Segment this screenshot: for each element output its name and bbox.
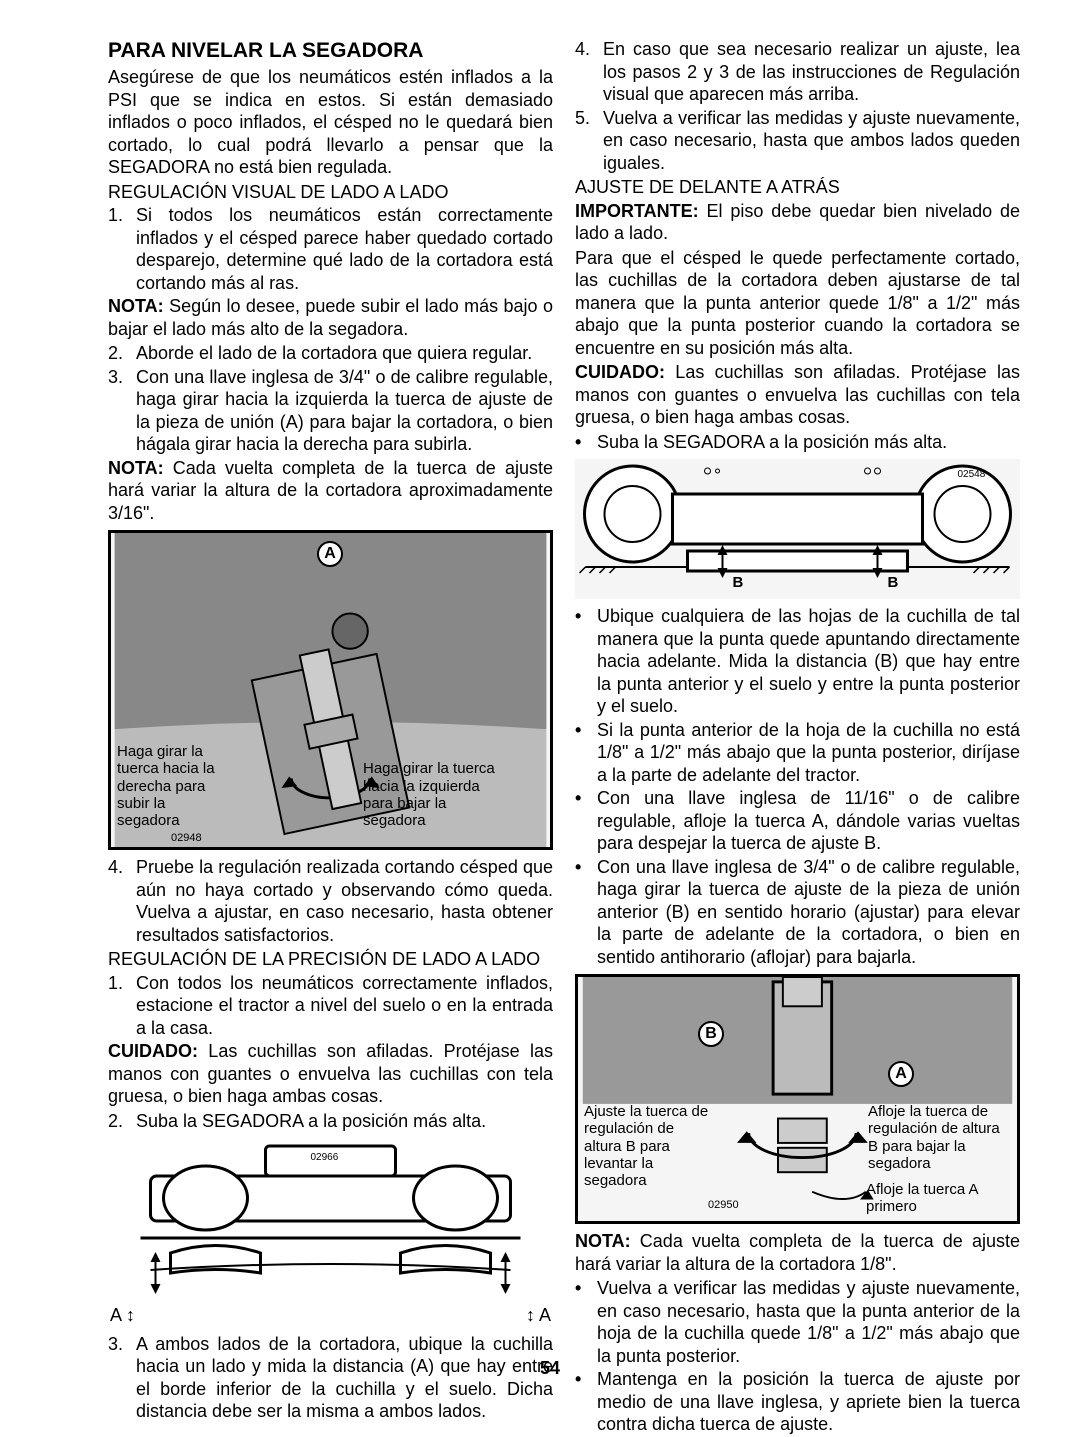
list-item: 3.A ambos lados de la cortadora, ubique … <box>108 1333 553 1423</box>
cuidado-right: CUIDADO: Las cuchillas son afiladas. Pro… <box>575 361 1020 429</box>
list-visual-4: 4.Pruebe la regulación realizada cortand… <box>108 856 553 946</box>
bullet-item: Con una llave inglesa de 3/4" o de calib… <box>575 856 1020 969</box>
figD-bottom-caption: Afloje la tuerca A primero <box>866 1181 1011 1216</box>
svg-text:02548: 02548 <box>958 469 986 480</box>
subheading-precision: REGULACIÓN DE LA PRECISIÓN DE LADO A LAD… <box>108 948 553 971</box>
svg-text:B: B <box>888 574 899 591</box>
list-visual-cont: 2.Aborde el lado de la cortadora que qui… <box>108 342 553 456</box>
list-item: 4.En caso que sea necesario realizar un … <box>575 38 1020 106</box>
list-item: 5.Vuelva a verificar las medidas y ajust… <box>575 107 1020 175</box>
bullet-item: Suba la SEGADORA a la posición más alta. <box>575 431 1020 454</box>
list-precision-3: 3.A ambos lados de la cortadora, ubique … <box>108 1333 553 1423</box>
subheading-front-back: AJUSTE DE DELANTE A ATRÁS <box>575 176 1020 199</box>
bullet-item: Ubique cualquiera de las hojas de la cuc… <box>575 605 1020 718</box>
subheading-visual: REGULACIÓN VISUAL DE LADO A LADO <box>108 181 553 204</box>
bullet-list-1: Suba la SEGADORA a la posición más alta. <box>575 431 1020 454</box>
bullet-list-2: Ubique cualquiera de las hojas de la cuc… <box>575 605 1020 968</box>
label-b: B <box>698 1021 724 1047</box>
note-2: NOTA: Cada vuelta completa de la tuerca … <box>108 457 553 525</box>
figB-id: 02966 <box>311 1152 339 1163</box>
list-precision-2: 2.Suba la SEGADORA a la posición más alt… <box>108 1110 553 1133</box>
figC-svg: B B 02548 <box>575 459 1020 599</box>
bullet-item: Vuelva a verificar las medidas y ajuste … <box>575 1277 1020 1367</box>
figure-rear-wrap: 02966 A ↕ ↕ A <box>108 1138 553 1327</box>
figure-rear-view: 02966 <box>108 1138 553 1300</box>
figB-markers: A ↕ ↕ A <box>108 1304 553 1327</box>
note-1: NOTA: Según lo desee, puede subir el lad… <box>108 295 553 340</box>
note-right: NOTA: Cada vuelta completa de la tuerca … <box>575 1230 1020 1275</box>
figure-front-adjust: B A Ajuste la tuerca de regulación de al… <box>575 974 1020 1224</box>
page-number: 54 <box>540 1357 560 1380</box>
bullet-item: Con una llave inglesa de 11/16" o de cal… <box>575 787 1020 855</box>
importante: IMPORTANTE: El piso debe quedar bien niv… <box>575 200 1020 245</box>
figA-right-caption: Haga girar la tuerca hacia la izquierda … <box>363 760 513 829</box>
list-precision: 1.Con todos los neumáticos correctamente… <box>108 972 553 1040</box>
list-item: 4.Pruebe la regulación realizada cortand… <box>108 856 553 946</box>
list-visual: 1.Si todos los neumáticos están correcta… <box>108 204 553 294</box>
bullet-item: Mantenga en la posición la tuerca de aju… <box>575 1368 1020 1436</box>
para-front-back: Para que el césped le quede perfectament… <box>575 247 1020 360</box>
figure-side-view: B B 02548 <box>575 459 1020 599</box>
list-item: 1.Con todos los neumáticos correctamente… <box>108 972 553 1040</box>
intro-paragraph: Asegúrese de que los neumáticos estén in… <box>108 66 553 179</box>
figD-right-caption: Afloje la tuerca de regulación de altura… <box>868 1103 1013 1172</box>
left-column: PARA NIVELAR LA SEGADORA Asegúrese de qu… <box>108 38 553 1437</box>
list-item: 3.Con una llave inglesa de 3/4" o de cal… <box>108 366 553 456</box>
cuidado-left: CUIDADO: Las cuchillas son afiladas. Pro… <box>108 1040 553 1108</box>
figure-nut-adjust: A Haga girar la tuerca hacia la derecha … <box>108 530 553 850</box>
list-right-top: 4.En caso que sea necesario realizar un … <box>575 38 1020 174</box>
figB-svg: 02966 <box>108 1138 553 1300</box>
figA-left-caption: Haga girar la tuerca hacia la derecha pa… <box>117 743 225 829</box>
right-column: 4.En caso que sea necesario realizar un … <box>575 38 1020 1437</box>
list-item: 2.Suba la SEGADORA a la posición más alt… <box>108 1110 553 1133</box>
svg-text:B: B <box>733 574 744 591</box>
page-columns: PARA NIVELAR LA SEGADORA Asegúrese de qu… <box>108 38 1020 1437</box>
bullet-list-3: Vuelva a verificar las medidas y ajuste … <box>575 1277 1020 1436</box>
list-item: 2.Aborde el lado de la cortadora que qui… <box>108 342 553 365</box>
figA-id: 02948 <box>171 832 202 846</box>
label-a: A <box>888 1061 914 1087</box>
figD-left-caption: Ajuste la tuerca de regulación de altura… <box>584 1103 714 1189</box>
list-item: 1.Si todos los neumáticos están correcta… <box>108 204 553 294</box>
bullet-item: Si la punta anterior de la hoja de la cu… <box>575 719 1020 787</box>
section-title: PARA NIVELAR LA SEGADORA <box>108 38 553 64</box>
figD-id: 02950 <box>708 1199 739 1213</box>
